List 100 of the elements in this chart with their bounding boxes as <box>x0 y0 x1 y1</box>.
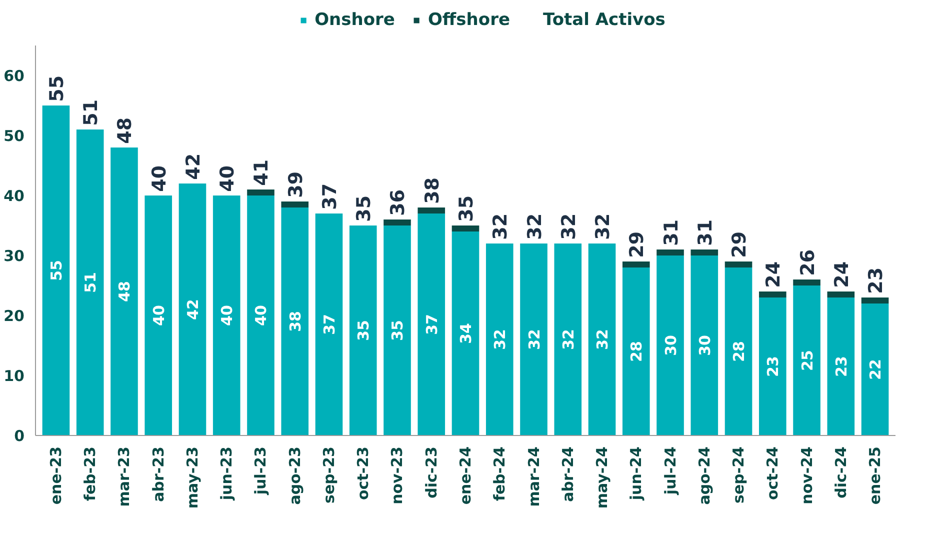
data-label: 35 <box>388 320 407 341</box>
data-label: 34 <box>457 323 475 344</box>
total-label: 32 <box>558 213 580 240</box>
x-tick-label: jul-23 <box>252 446 270 496</box>
bar <box>622 268 650 436</box>
total-label: 40 <box>148 165 170 192</box>
total-label: 35 <box>456 195 478 222</box>
data-label: 55 <box>47 260 66 281</box>
x-tick-label: abr-24 <box>558 446 577 502</box>
bar <box>690 256 718 436</box>
bar <box>281 202 309 208</box>
total-label: 24 <box>830 261 853 288</box>
bar <box>247 196 274 436</box>
y-tick-label: 40 <box>4 187 24 205</box>
bar <box>827 292 855 298</box>
total-label: 38 <box>421 177 444 204</box>
bar <box>42 106 70 436</box>
x-tick-label: sep-24 <box>730 446 748 504</box>
bar <box>758 292 786 298</box>
total-label: 40 <box>216 165 239 192</box>
data-label: 30 <box>662 335 680 356</box>
bar <box>724 262 752 268</box>
total-label: 31 <box>660 219 682 246</box>
bar <box>349 226 377 436</box>
bar <box>315 214 343 436</box>
x-tick-label: ago-23 <box>286 446 304 505</box>
total-label: 23 <box>865 267 888 294</box>
data-label: 30 <box>696 335 714 356</box>
bar <box>178 184 206 436</box>
x-tick-label: oct-24 <box>764 446 782 500</box>
bar <box>384 226 411 436</box>
data-label: 23 <box>764 356 782 377</box>
bar <box>793 286 820 436</box>
total-label: 32 <box>490 213 512 240</box>
x-tick-label: ago-24 <box>695 446 714 505</box>
bar <box>418 208 446 214</box>
total-label: 42 <box>182 153 204 180</box>
legend-label: Onshore <box>314 10 395 30</box>
bar <box>281 208 309 436</box>
y-tick-label: 60 <box>4 67 24 85</box>
x-tick-label: dic-23 <box>422 446 440 498</box>
y-tick-label: 20 <box>4 307 24 325</box>
bar <box>418 214 446 436</box>
x-tick-label: jul-24 <box>661 446 680 496</box>
x-tick-label: jun-24 <box>627 446 646 502</box>
data-label: 51 <box>82 272 100 293</box>
total-label: 39 <box>284 171 307 198</box>
total-label: 51 <box>80 99 102 126</box>
bar <box>520 244 548 436</box>
data-label: 23 <box>832 356 850 377</box>
total-label: 24 <box>762 261 785 288</box>
data-label: 32 <box>525 329 544 350</box>
bar <box>656 250 684 256</box>
total-label: 36 <box>387 189 410 216</box>
x-tick-label: ene-23 <box>46 446 65 505</box>
bar <box>861 298 889 304</box>
x-tick-label: nov-24 <box>798 446 816 504</box>
bar <box>144 196 172 436</box>
legend-label: Offshore <box>428 10 510 30</box>
bar <box>724 268 752 436</box>
x-tick-label: mar-23 <box>115 446 134 507</box>
data-label: 40 <box>218 305 236 326</box>
y-tick-label: 0 <box>14 427 24 445</box>
data-label: 25 <box>798 350 816 371</box>
data-label: 22 <box>866 359 885 380</box>
data-label: 28 <box>628 341 646 362</box>
x-tick-label: abr-23 <box>149 446 168 502</box>
data-label: 32 <box>559 329 578 350</box>
total-label: 29 <box>728 231 751 258</box>
total-label: 37 <box>318 183 341 210</box>
total-label: 55 <box>46 75 68 102</box>
bar <box>76 130 104 436</box>
x-tick-label: sep-23 <box>320 446 338 504</box>
x-tick-label: dic-24 <box>832 446 850 498</box>
data-label: 48 <box>116 281 134 302</box>
data-label: 28 <box>730 341 748 362</box>
x-tick-label: ene-25 <box>866 446 884 505</box>
data-label: 38 <box>286 311 304 332</box>
total-label: 32 <box>524 213 546 240</box>
data-label: 40 <box>252 305 270 326</box>
y-tick-label: 50 <box>4 127 24 145</box>
data-label: 32 <box>594 329 612 350</box>
bar <box>622 262 650 268</box>
total-label: 31 <box>694 219 716 246</box>
total-label: 26 <box>796 249 819 276</box>
data-label: 37 <box>422 314 441 335</box>
bar <box>690 250 718 256</box>
x-tick-label: jun-23 <box>218 446 236 502</box>
bar <box>384 220 411 226</box>
bar <box>588 244 616 436</box>
data-label: 35 <box>354 320 373 341</box>
bar <box>212 196 240 436</box>
x-tick-label: feb-24 <box>490 446 509 502</box>
text: Total Activos <box>542 10 666 30</box>
bar <box>554 244 582 436</box>
data-label: 32 <box>491 329 510 350</box>
total-label: 48 <box>114 117 136 144</box>
bar <box>452 226 480 232</box>
x-tick-label: ene-24 <box>456 446 474 505</box>
x-tick-label: may-24 <box>593 446 612 509</box>
